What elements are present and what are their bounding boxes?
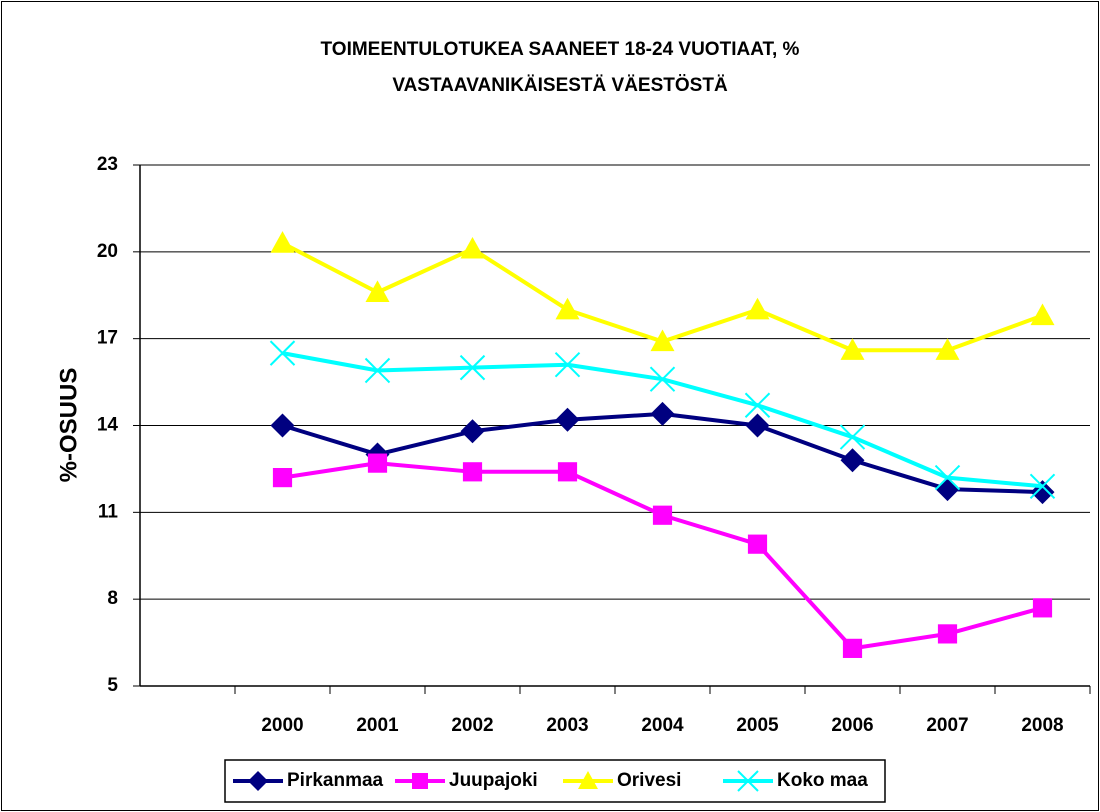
point-shape: [269, 340, 296, 366]
legend-label: Pirkanmaa: [287, 770, 384, 791]
y-tick-label: 23: [97, 154, 118, 175]
y-tick-label: 8: [107, 588, 118, 609]
point-shape: [934, 464, 961, 491]
point-shape: [649, 366, 676, 392]
x-tick-label: 2001: [356, 715, 399, 736]
chart-title: TOIMEENTULOTUKEA SAANEET 18-24 VUOTIAAT,…: [321, 39, 800, 60]
y-tick-label: 11: [98, 501, 119, 522]
point-shape: [1029, 473, 1056, 499]
y-tick-label: 20: [97, 241, 118, 262]
chart-title: VASTAAVANIKÄISESTÄ VÄESTÖSTÄ: [392, 75, 728, 96]
point: [649, 366, 676, 392]
point: [272, 468, 293, 488]
point: [459, 354, 486, 381]
x-tick-label: 2003: [546, 715, 588, 736]
point: [935, 338, 960, 360]
point-shape: [839, 424, 866, 450]
point-shape: [554, 352, 581, 378]
point: [744, 392, 771, 418]
point: [555, 297, 580, 320]
point: [557, 462, 578, 482]
point: [745, 413, 770, 438]
point: [934, 464, 961, 491]
point: [937, 624, 958, 644]
point: [842, 638, 863, 658]
point: [554, 352, 581, 378]
point: [652, 505, 673, 525]
point: [839, 424, 866, 450]
y-axis-label: %-OSUUS: [55, 368, 82, 483]
point: [1029, 473, 1056, 499]
x-tick-label: 2006: [831, 715, 873, 736]
point: [840, 448, 865, 473]
point-shape: [744, 392, 771, 418]
legend-box: [224, 759, 886, 803]
point: [745, 297, 770, 320]
x-tick-label: 2004: [641, 715, 684, 736]
point-shape: [364, 357, 391, 384]
point: [555, 407, 580, 432]
point: [747, 534, 768, 554]
point: [460, 236, 485, 259]
point: [1032, 598, 1053, 618]
point-shape: [737, 770, 759, 792]
legend-label: Koko maa: [777, 770, 868, 791]
point-shape: [459, 354, 486, 381]
legend: Pirkanmaa Juupajoki Orivesi Koko maa: [224, 759, 886, 803]
point: [270, 231, 295, 253]
point: [737, 770, 759, 792]
point: [650, 329, 675, 352]
point: [1030, 303, 1055, 326]
point: [367, 453, 388, 473]
y-tick-label: 17: [97, 328, 118, 349]
y-tick-label: 14: [97, 415, 119, 436]
point: [578, 771, 598, 789]
legend-label: Juupajoki: [449, 770, 538, 791]
point: [462, 462, 483, 482]
point: [650, 401, 675, 426]
point: [270, 413, 295, 438]
point: [364, 357, 391, 384]
y-tick-label: 5: [107, 675, 118, 696]
x-tick-label: 2002: [451, 715, 493, 736]
legend-label: Orivesi: [617, 770, 681, 791]
x-tick-label: 2000: [261, 715, 303, 736]
x-tick-label: 2008: [1021, 715, 1063, 736]
point: [460, 419, 485, 444]
point: [840, 338, 865, 360]
point: [248, 771, 268, 791]
point: [412, 773, 428, 789]
point: [269, 340, 296, 366]
point: [365, 280, 390, 302]
x-tick-label: 2007: [926, 715, 968, 736]
x-tick-label: 2005: [736, 715, 779, 736]
